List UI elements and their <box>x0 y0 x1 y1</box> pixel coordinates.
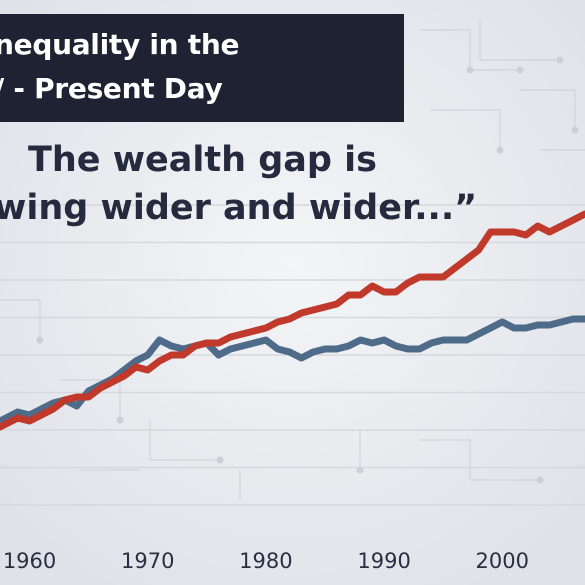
circuit-trace <box>0 299 41 340</box>
circuit-node <box>571 126 579 134</box>
circuit-trace <box>479 20 560 61</box>
circuit-trace <box>520 89 576 130</box>
quote-line-2: wing wider and wider...” <box>0 188 478 228</box>
chart-title-line-2: / - Present Day <box>0 72 223 105</box>
x-tick-label: 1990 <box>357 549 410 573</box>
x-tick-label: 2000 <box>476 549 529 573</box>
circuit-trace <box>420 439 540 481</box>
circuit-node <box>516 66 524 74</box>
x-tick-label: 1970 <box>121 549 174 573</box>
circuit-trace <box>430 109 501 150</box>
x-tick-label: 1960 <box>3 549 56 573</box>
x-axis-tick-labels: 1960 1970 1980 1990 2000 <box>3 549 529 573</box>
circuit-node <box>216 456 224 464</box>
circuit-node <box>36 336 44 344</box>
x-tick-label: 1980 <box>239 549 292 573</box>
circuit-node <box>496 146 504 154</box>
circuit-trace <box>149 420 220 461</box>
title-banner: nequality in the / - Present Day <box>0 14 404 122</box>
circuit-trace <box>420 29 520 71</box>
quote-line-1: The wealth gap is <box>28 140 377 180</box>
circuit-node <box>536 476 544 484</box>
chart-title-line-1: nequality in the <box>0 28 240 61</box>
series-group <box>0 210 585 431</box>
series-line-red <box>0 210 585 431</box>
circuit-node <box>116 416 124 424</box>
circuit-node <box>466 66 474 74</box>
circuit-node <box>556 56 564 64</box>
